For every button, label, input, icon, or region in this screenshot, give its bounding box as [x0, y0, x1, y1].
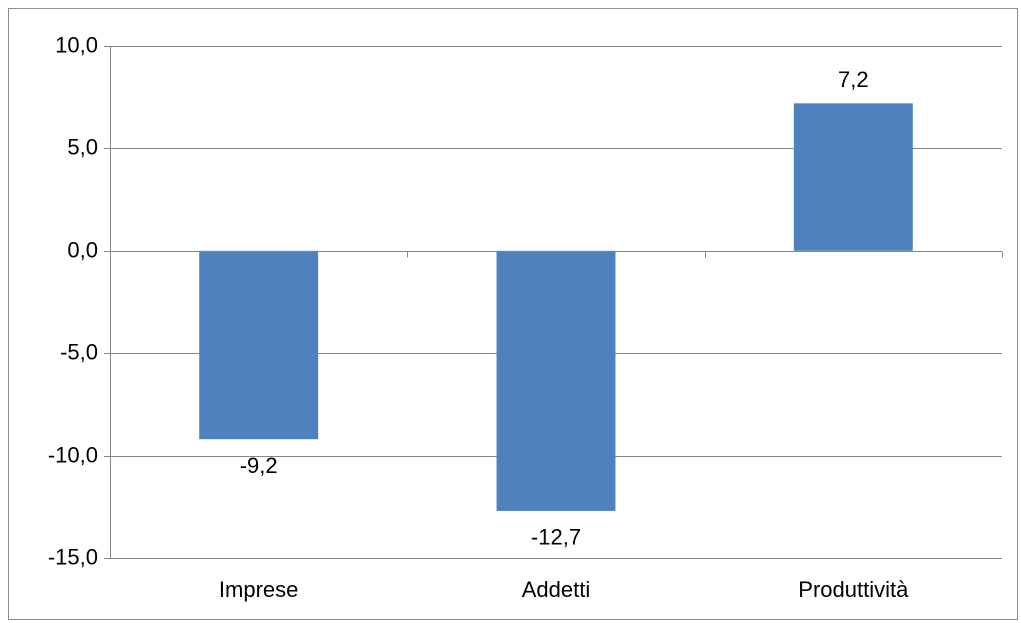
x-tick-label: Addetti	[522, 577, 591, 602]
bar-addetti	[496, 250, 616, 511]
x-tick-label: Imprese	[219, 577, 298, 602]
x-tick-labels: Imprese Addetti Produttività	[219, 577, 909, 602]
y-tick-labels: 10,0 5,0 0,0 -5,0 -10,0 -15,0	[48, 32, 98, 569]
data-labels: -9,2 -12,7 7,2	[240, 67, 869, 550]
axes	[104, 46, 1003, 559]
x-tick-label: Produttività	[798, 577, 909, 602]
y-tick-label: 0,0	[67, 237, 98, 262]
y-tick-label: 5,0	[67, 134, 98, 159]
y-tick-label: -5,0	[60, 339, 98, 364]
y-tick-label: -15,0	[48, 544, 98, 569]
bars	[199, 103, 913, 511]
data-label: 7,2	[838, 67, 869, 92]
bar-imprese	[199, 250, 319, 440]
y-tick-label: -10,0	[48, 442, 98, 467]
data-label: -12,7	[531, 525, 581, 550]
y-tick-label: 10,0	[55, 32, 98, 57]
bar-produttività	[793, 103, 913, 251]
data-label: -9,2	[240, 453, 278, 478]
